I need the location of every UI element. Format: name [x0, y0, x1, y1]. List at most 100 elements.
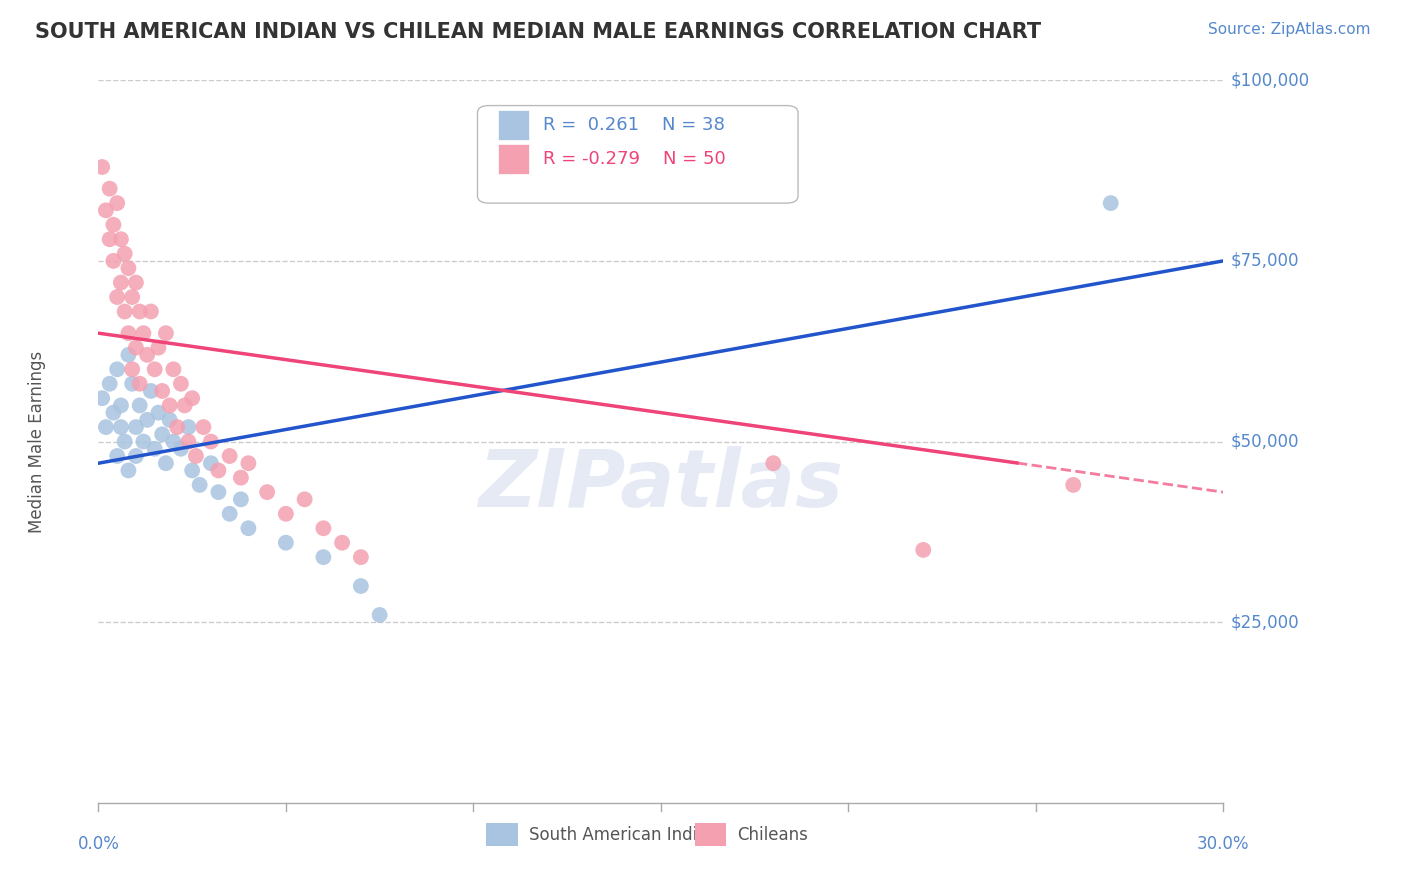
Point — [114, 434, 136, 449]
Point — [91, 160, 114, 174]
Point — [103, 218, 125, 232]
Point — [200, 434, 222, 449]
Text: Median Male Earnings: Median Male Earnings — [28, 351, 45, 533]
Point — [143, 442, 166, 456]
Point — [229, 470, 252, 484]
Point — [103, 253, 125, 268]
Point — [207, 485, 229, 500]
Point — [105, 196, 128, 211]
FancyBboxPatch shape — [478, 105, 799, 203]
Point — [188, 478, 211, 492]
Point — [117, 463, 139, 477]
Point — [94, 203, 117, 218]
Point — [125, 420, 148, 434]
Bar — [498, 110, 529, 140]
Point — [162, 434, 184, 449]
Point — [132, 326, 155, 340]
Bar — [498, 144, 529, 174]
Point — [155, 456, 177, 470]
Point — [150, 427, 173, 442]
Point — [105, 449, 128, 463]
Point — [117, 326, 139, 340]
Point — [98, 232, 121, 246]
Point — [128, 304, 150, 318]
Point — [350, 579, 373, 593]
Point — [103, 406, 125, 420]
Text: SOUTH AMERICAN INDIAN VS CHILEAN MEDIAN MALE EARNINGS CORRELATION CHART: SOUTH AMERICAN INDIAN VS CHILEAN MEDIAN … — [35, 22, 1042, 42]
Point — [1062, 478, 1084, 492]
Point — [218, 507, 240, 521]
Point — [105, 290, 128, 304]
Point — [159, 413, 181, 427]
Point — [110, 232, 132, 246]
Point — [193, 420, 215, 434]
Point — [912, 542, 935, 557]
Point — [150, 384, 173, 398]
Text: Source: ZipAtlas.com: Source: ZipAtlas.com — [1208, 22, 1371, 37]
Point — [125, 276, 148, 290]
Point — [98, 376, 121, 391]
Point — [762, 456, 785, 470]
Text: $50,000: $50,000 — [1230, 433, 1299, 450]
Point — [294, 492, 316, 507]
Point — [94, 420, 117, 434]
Point — [330, 535, 353, 549]
Point — [136, 413, 159, 427]
Point — [274, 535, 297, 549]
Point — [155, 326, 177, 340]
Point — [114, 246, 136, 260]
Point — [117, 261, 139, 276]
Point — [125, 341, 148, 355]
Point — [350, 550, 373, 565]
Point — [139, 304, 162, 318]
Point — [159, 398, 181, 412]
Point — [181, 463, 204, 477]
Point — [177, 434, 200, 449]
Bar — [486, 823, 517, 847]
Point — [98, 181, 121, 195]
Point — [207, 463, 229, 477]
Text: R =  0.261    N = 38: R = 0.261 N = 38 — [543, 116, 724, 134]
Point — [368, 607, 391, 622]
Point — [312, 521, 335, 535]
Point — [162, 362, 184, 376]
Point — [274, 507, 297, 521]
Point — [110, 420, 132, 434]
Point — [148, 406, 170, 420]
Point — [143, 362, 166, 376]
Text: 30.0%: 30.0% — [1197, 835, 1250, 854]
Point — [132, 434, 155, 449]
Text: R = -0.279    N = 50: R = -0.279 N = 50 — [543, 150, 725, 168]
Point — [148, 341, 170, 355]
Bar — [695, 823, 725, 847]
Point — [139, 384, 162, 398]
Text: $25,000: $25,000 — [1230, 613, 1299, 632]
Point — [121, 376, 143, 391]
Point — [166, 420, 188, 434]
Point — [184, 449, 207, 463]
Point — [128, 376, 150, 391]
Point — [173, 398, 195, 412]
Point — [105, 362, 128, 376]
Point — [125, 449, 148, 463]
Point — [238, 521, 260, 535]
Text: ZIPatlas: ZIPatlas — [478, 446, 844, 524]
Point — [121, 290, 143, 304]
Point — [114, 304, 136, 318]
Text: $100,000: $100,000 — [1230, 71, 1310, 89]
Point — [218, 449, 240, 463]
Point — [128, 398, 150, 412]
Point — [136, 348, 159, 362]
Text: 0.0%: 0.0% — [77, 835, 120, 854]
Point — [117, 348, 139, 362]
Text: Chileans: Chileans — [737, 826, 808, 845]
Point — [91, 391, 114, 405]
Text: $75,000: $75,000 — [1230, 252, 1299, 270]
Point — [181, 391, 204, 405]
Point — [200, 456, 222, 470]
Point — [229, 492, 252, 507]
Point — [177, 420, 200, 434]
Point — [110, 398, 132, 412]
Point — [312, 550, 335, 565]
Point — [121, 362, 143, 376]
